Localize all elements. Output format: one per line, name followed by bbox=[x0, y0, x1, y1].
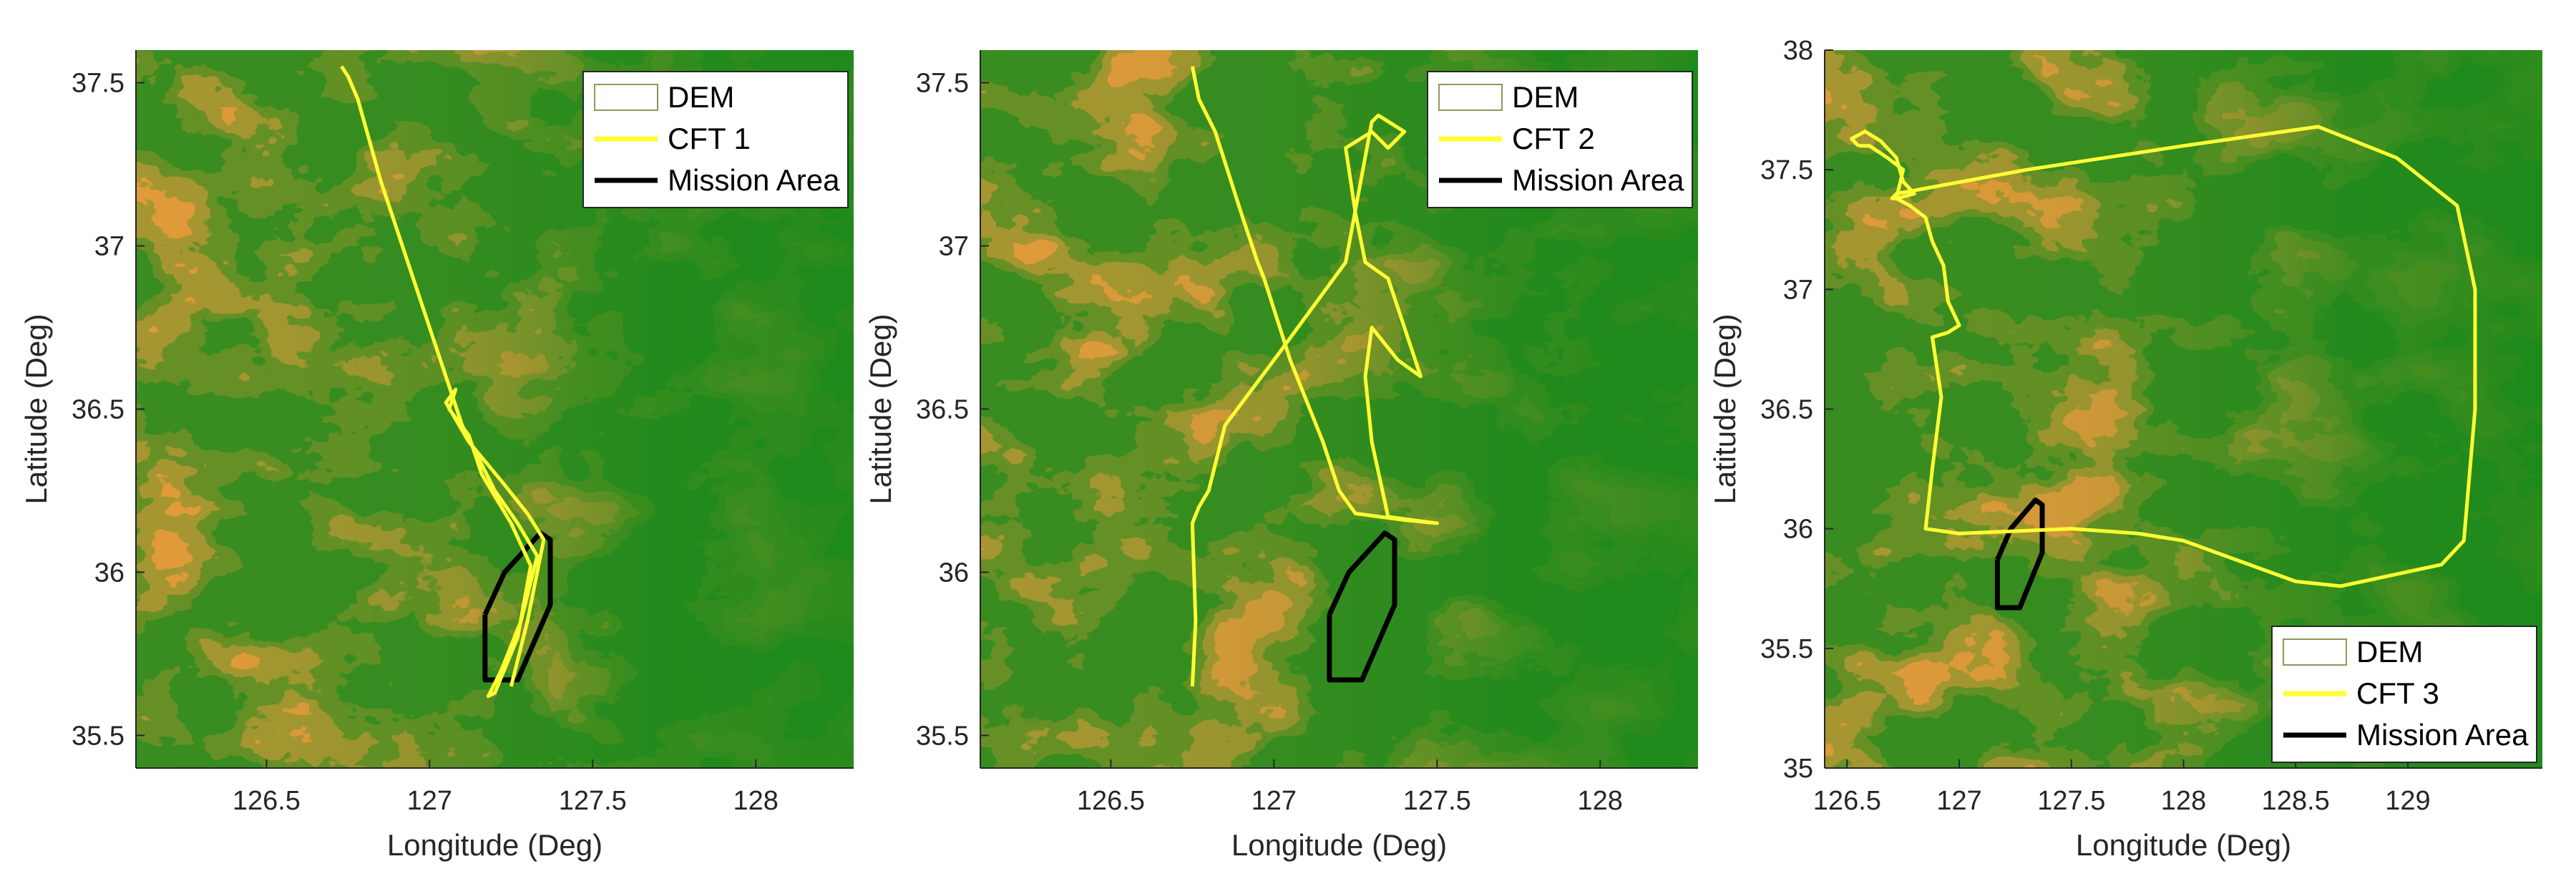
y-tick-label: 37.5 bbox=[1760, 155, 1813, 185]
cft-trajectory bbox=[1850, 125, 2477, 588]
y-tick-label: 37 bbox=[1783, 275, 1813, 305]
y-tick-label: 35 bbox=[1783, 754, 1813, 784]
y-tick-label: 37.5 bbox=[916, 69, 969, 99]
x-tick-label: 127.5 bbox=[1403, 786, 1471, 816]
cft-trajectory bbox=[1190, 66, 1439, 687]
x-tick-label: 126.5 bbox=[1813, 786, 1881, 816]
x-tick-label: 126.5 bbox=[233, 786, 301, 816]
legend-label: CFT 3 bbox=[2356, 676, 2439, 710]
x-tick-label: 127.5 bbox=[2037, 786, 2105, 816]
y-tick-label: 35.5 bbox=[1760, 634, 1813, 664]
subplot-1: 126.5 127 127.5 128 35.5 36 36.5 37 37.5 Longitud… bbox=[19, 50, 854, 862]
x-axis-label: Longitude (Deg) bbox=[387, 828, 602, 862]
x-axis-label: Longitude (Deg) bbox=[2076, 828, 2291, 862]
legend-label: Mission Area bbox=[2356, 718, 2529, 752]
legend: DEM CFT 1 Mission Area bbox=[582, 71, 849, 208]
subplot-3: 126.5 127 127.5 128 128.5 129 35 35.5 36 36.5 37 37… bbox=[1708, 36, 2542, 862]
y-tick-label: 37.5 bbox=[72, 69, 125, 99]
legend-swatch-dem bbox=[2283, 638, 2347, 666]
y-tick-label: 36 bbox=[939, 558, 969, 588]
y-tick-label: 36.5 bbox=[1760, 395, 1813, 425]
legend-swatch-dem bbox=[594, 84, 658, 111]
y-tick-label: 36.5 bbox=[916, 395, 969, 425]
subplot-2: 126.5 127 127.5 128 35.5 36 36.5 37 37.5 Longitud… bbox=[864, 50, 1698, 862]
legend-swatch-dem bbox=[1438, 84, 1503, 111]
legend-label: DEM bbox=[2356, 635, 2423, 669]
x-tick-label: 127 bbox=[407, 786, 452, 816]
y-tick-label: 37 bbox=[94, 232, 125, 262]
x-tick-label: 128.5 bbox=[2262, 786, 2330, 816]
legend-label: CFT 1 bbox=[668, 122, 751, 155]
x-tick-label: 128 bbox=[733, 786, 779, 816]
legend-label: DEM bbox=[1512, 80, 1579, 114]
y-axis-label: Latitude (Deg) bbox=[864, 314, 897, 504]
x-tick-label: 127 bbox=[1252, 786, 1297, 816]
y-tick-label: 37 bbox=[939, 232, 969, 262]
legend-label: Mission Area bbox=[1512, 163, 1684, 197]
y-tick-label: 36 bbox=[94, 558, 125, 588]
legend: DEM CFT 3 Mission Area bbox=[2271, 626, 2537, 763]
y-tick-label: 36 bbox=[1783, 515, 1813, 545]
legend: DEM CFT 2 Mission Area bbox=[1427, 71, 1693, 208]
mission-area-polygon bbox=[1327, 530, 1397, 683]
x-axis-label: Longitude (Deg) bbox=[1231, 828, 1447, 862]
legend-label: CFT 2 bbox=[1512, 122, 1595, 155]
y-tick-label: 36.5 bbox=[72, 395, 125, 425]
x-tick-label: 126.5 bbox=[1077, 786, 1145, 816]
y-tick-label: 35.5 bbox=[72, 721, 125, 751]
x-tick-label: 127 bbox=[1936, 786, 1981, 816]
x-tick-label: 127.5 bbox=[559, 786, 627, 816]
mission-area-polygon bbox=[482, 530, 553, 683]
y-axis-label: Latitude (Deg) bbox=[19, 314, 53, 504]
legend-label: Mission Area bbox=[668, 163, 840, 197]
x-tick-label: 129 bbox=[2385, 786, 2430, 816]
x-tick-label: 128 bbox=[1578, 786, 1623, 816]
x-tick-label: 128 bbox=[2161, 786, 2206, 816]
cft-trajectory bbox=[340, 65, 546, 699]
legend-label: DEM bbox=[668, 80, 734, 114]
y-tick-label: 35.5 bbox=[916, 721, 969, 751]
y-tick-label: 38 bbox=[1783, 36, 1813, 66]
y-axis-label: Latitude (Deg) bbox=[1708, 314, 1742, 504]
